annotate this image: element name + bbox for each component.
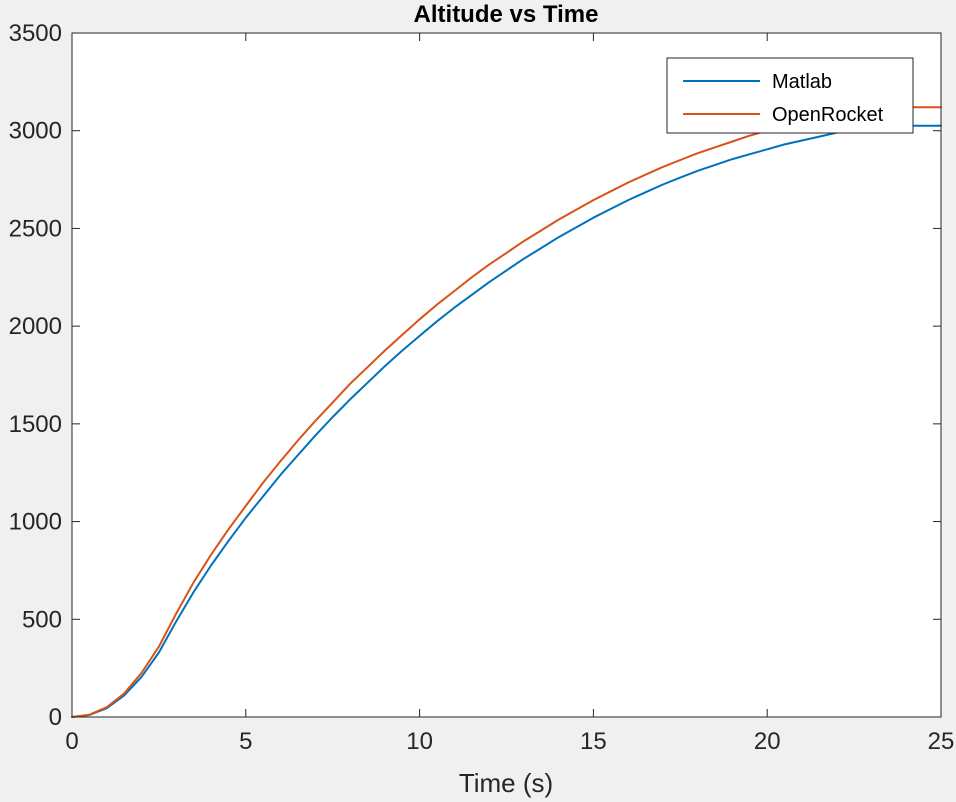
x-tick-label: 5 bbox=[239, 728, 252, 755]
y-tick-label: 500 bbox=[22, 606, 62, 633]
y-tick-label: 1000 bbox=[9, 509, 62, 536]
y-tick-label: 3500 bbox=[9, 20, 62, 47]
x-axis-label: Time (s) bbox=[459, 768, 553, 798]
x-tick-label: 0 bbox=[65, 728, 78, 755]
y-tick-label: 3000 bbox=[9, 118, 62, 145]
chart-title: Altitude vs Time bbox=[414, 1, 599, 28]
x-tick-label: 10 bbox=[406, 728, 433, 755]
y-tick-label: 2000 bbox=[9, 313, 62, 340]
tick-layer: 0 5 10 15 20 25 0 500 1000 1500 2000 2500 3000 3500 bbox=[9, 20, 955, 755]
plot-frame bbox=[71, 32, 942, 718]
x-tick-label: 15 bbox=[580, 728, 607, 755]
plot-area bbox=[72, 33, 941, 717]
legend-label-matlab: Matlab bbox=[772, 71, 832, 93]
y-tick-label: 2500 bbox=[9, 215, 62, 242]
x-tick-label: 20 bbox=[754, 728, 781, 755]
y-tick-label: 0 bbox=[49, 704, 62, 731]
x-tick-label: 25 bbox=[928, 728, 955, 755]
legend-box bbox=[666, 57, 914, 134]
legend-label-openrocket: OpenRocket bbox=[772, 104, 884, 126]
legend[interactable]: Matlab OpenRocket bbox=[666, 57, 914, 134]
y-tick-label: 1500 bbox=[9, 411, 62, 438]
series-line-matlab bbox=[71, 124, 942, 718]
